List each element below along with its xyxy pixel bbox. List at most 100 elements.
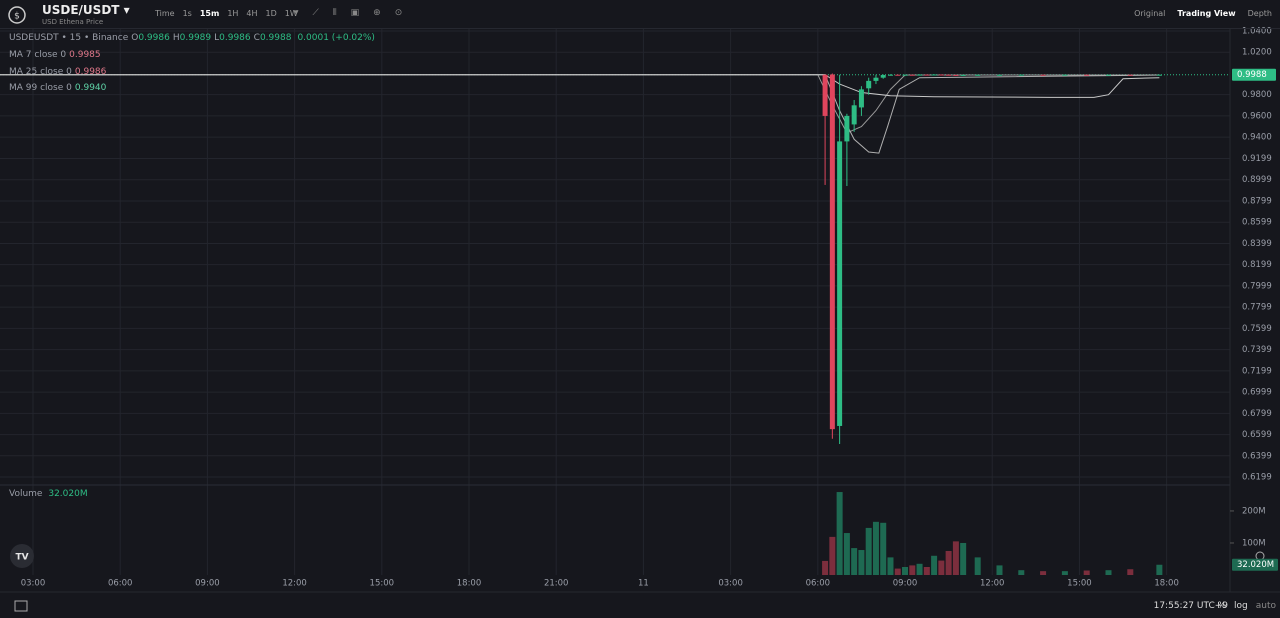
ohlc: O0.9986 H0.9989 L0.9986 C0.9988: [131, 33, 294, 43]
volume-bar: [1018, 570, 1025, 575]
candle-body: [975, 74, 981, 76]
candle-body: [996, 74, 1002, 76]
volume-bar: [894, 568, 901, 575]
tv-logo-text: TV: [15, 553, 28, 563]
header: $ USDE/USDT ▾ USD Ethena Price Time 1s 15m…: [0, 0, 1280, 29]
x-tick-label: 09:00: [893, 579, 918, 589]
y-tick-label: 0.6399: [1242, 451, 1272, 461]
candle-body: [909, 74, 915, 76]
volume-title: Volume: [9, 489, 43, 499]
ma-legend-row: MA 7 close 0 0.9985: [9, 50, 104, 60]
candle-body: [895, 74, 901, 76]
candle-body: [924, 74, 930, 76]
last-price-label: 0.9988: [1237, 70, 1267, 80]
candle-body: [844, 115, 850, 142]
clock: 17:55:27 UTC+9: [1153, 601, 1228, 611]
calendar-icon[interactable]: [14, 600, 28, 612]
y-tick-label: 0.7399: [1242, 345, 1272, 355]
y-tick-label: 0.9600: [1242, 111, 1272, 121]
candle-body: [953, 74, 959, 76]
volume-bar: [851, 548, 858, 575]
ma-line: [0, 74, 1160, 154]
view-tab[interactable]: Trading View: [1177, 9, 1236, 18]
candle-body: [851, 105, 857, 125]
volume-tag-label: 32.020M: [1237, 560, 1274, 570]
interval[interactable]: 1s: [182, 9, 192, 18]
ohlc-key: C: [253, 33, 260, 43]
candle-body: [1040, 74, 1046, 76]
volume-bar: [880, 522, 887, 575]
y-tick-label: 1.0400: [1242, 26, 1272, 36]
volume-bar: [996, 565, 1003, 575]
volume-bar: [822, 560, 829, 575]
volume-bar: [1127, 569, 1134, 575]
bottom-bar: [0, 590, 1280, 618]
y-tick-label: 0.8199: [1242, 260, 1272, 270]
ohlc-key: L: [214, 33, 220, 43]
x-tick-label: 18:00: [1154, 579, 1179, 589]
ohlc-value: 0.9986: [138, 33, 170, 43]
volume-legend: Volume 32.020M: [9, 489, 91, 499]
volume-bar: [960, 542, 967, 575]
candle-body: [1084, 74, 1090, 76]
volume-bar: [858, 550, 865, 575]
volume-bar: [836, 492, 843, 575]
candle-body: [858, 89, 864, 108]
change: 0.0001 (+0.02%): [297, 33, 375, 43]
y-tick-label: 0.6599: [1242, 430, 1272, 440]
svg-text:$: $: [14, 12, 20, 22]
volume-bar: [938, 560, 945, 575]
x-tick-label: 03:00: [21, 579, 46, 589]
interval[interactable]: 15m: [199, 9, 220, 18]
volume-bar: [1083, 570, 1090, 575]
candle-body: [1127, 74, 1133, 76]
y-tick-label: 0.7999: [1242, 281, 1272, 291]
interval[interactable]: 4H: [246, 9, 258, 18]
view-tab[interactable]: Original: [1134, 9, 1166, 18]
candle-body: [1062, 74, 1068, 76]
volume-bar: [887, 557, 894, 575]
x-tick-label: 06:00: [806, 579, 831, 589]
candle-body: [946, 74, 952, 76]
x-tick-label: 06:00: [108, 579, 133, 589]
interval[interactable]: 1D: [265, 9, 277, 18]
symbol: USDEUSDT • 15 • Binance: [9, 33, 129, 43]
coin-icon: $: [8, 6, 26, 24]
volume-bar: [1061, 571, 1068, 575]
ma-legend-row: MA 99 close 0 0.9940: [9, 83, 109, 93]
scale-control[interactable]: auto: [1255, 601, 1276, 611]
scale-control[interactable]: log: [1234, 601, 1248, 611]
volume-bar: [902, 566, 909, 575]
interval[interactable]: Time: [155, 9, 175, 18]
volume-bar: [916, 563, 923, 575]
volume-bar: [829, 536, 836, 575]
y-tick-label: 0.6199: [1242, 473, 1272, 483]
x-tick-label: 09:00: [195, 579, 220, 589]
candle-body: [1105, 74, 1111, 76]
ohlc-legend: USDEUSDT • 15 • Binance O0.9986 H0.9989 L0.…: [9, 33, 378, 43]
candle-body: [822, 74, 828, 116]
tv-logo: [10, 544, 34, 568]
y-tick-label: 0.8799: [1242, 196, 1272, 206]
ma-name: MA 99 close 0: [9, 83, 72, 93]
volume-tag: [1232, 558, 1278, 571]
view-tab[interactable]: Depth: [1247, 9, 1272, 18]
pair[interactable]: USDE/USDT ▾: [42, 3, 130, 17]
y-tick-label: 0.6799: [1242, 409, 1272, 419]
y-tick-label: 0.6999: [1242, 388, 1272, 398]
ma-legend-row: MA 25 close 0 0.9986: [9, 67, 109, 77]
x-tick-label: 12:00: [980, 579, 1005, 589]
interval[interactable]: 1H: [227, 9, 239, 18]
volume-bar: [945, 550, 952, 575]
y-tick-label: 0.9400: [1242, 133, 1272, 143]
x-tick-label: 12:00: [282, 579, 307, 589]
y-tick-label: 0.8999: [1242, 175, 1272, 185]
pair-subtitle: USD Ethena Price: [42, 18, 104, 26]
volume-tick-label: 200M: [1242, 506, 1266, 516]
interval[interactable]: 1W: [284, 9, 298, 18]
pair-name[interactable]: USDE/USDT: [42, 3, 120, 17]
x-tick-label: 15:00: [1067, 579, 1092, 589]
scale-control[interactable]: %: [1217, 601, 1226, 611]
ohlc-value: 0.9989: [179, 33, 212, 43]
